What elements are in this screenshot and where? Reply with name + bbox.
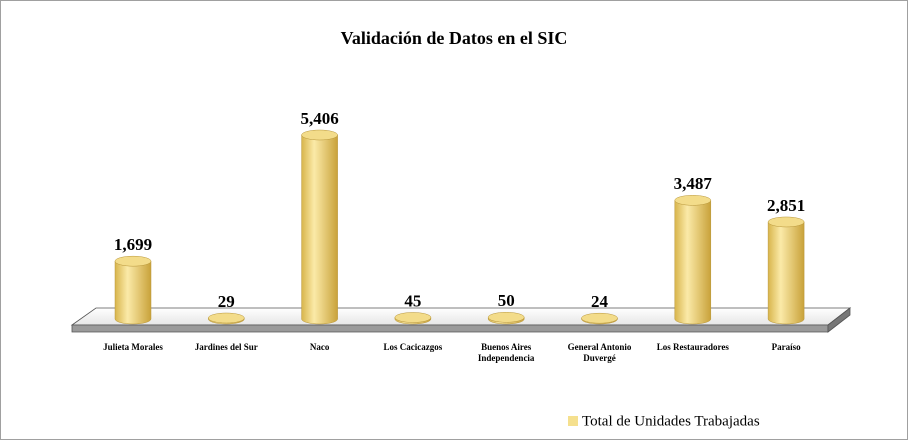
bar-top — [581, 312, 618, 324]
chart-title: Validación de Datos en el SIC — [341, 28, 568, 48]
x-tick-label: Buenos Aires Independencia — [477, 342, 535, 363]
bar-top — [487, 312, 525, 323]
bar — [674, 200, 712, 325]
bar-top — [394, 312, 432, 323]
value-label: 29 — [218, 292, 235, 311]
value-label: 1,699 — [114, 235, 152, 254]
value-label: 2,851 — [767, 196, 805, 215]
x-tick-label: Los Cacicazgos — [383, 342, 443, 352]
x-tick-label: Los Restauradores — [656, 342, 729, 352]
bar — [114, 260, 152, 325]
bar-top — [767, 216, 805, 228]
floor-edge — [71, 324, 829, 333]
bar — [301, 134, 338, 325]
x-tick-label: General Antonio Duvergé — [567, 342, 632, 363]
value-label: 5,406 — [300, 109, 338, 128]
value-label: 24 — [591, 292, 609, 311]
floor-side — [827, 307, 851, 333]
legend-swatch — [568, 416, 578, 426]
bar — [767, 221, 805, 325]
bar-top — [674, 195, 712, 206]
value-label: 45 — [404, 291, 421, 310]
bar-top — [114, 255, 152, 267]
bar-top — [301, 129, 338, 141]
x-tick-label: Naco — [309, 342, 330, 352]
x-tick-label: Jardines del Sur — [194, 342, 258, 352]
x-tick-label: Paraíso — [771, 342, 801, 352]
bar-top — [208, 312, 245, 324]
value-label: 3,487 — [674, 174, 713, 193]
legend-label: Total de Unidades Trabajadas — [582, 413, 760, 429]
value-label: 50 — [498, 291, 515, 310]
floor — [70, 307, 852, 326]
x-tick-label: Julieta Morales — [103, 342, 163, 352]
